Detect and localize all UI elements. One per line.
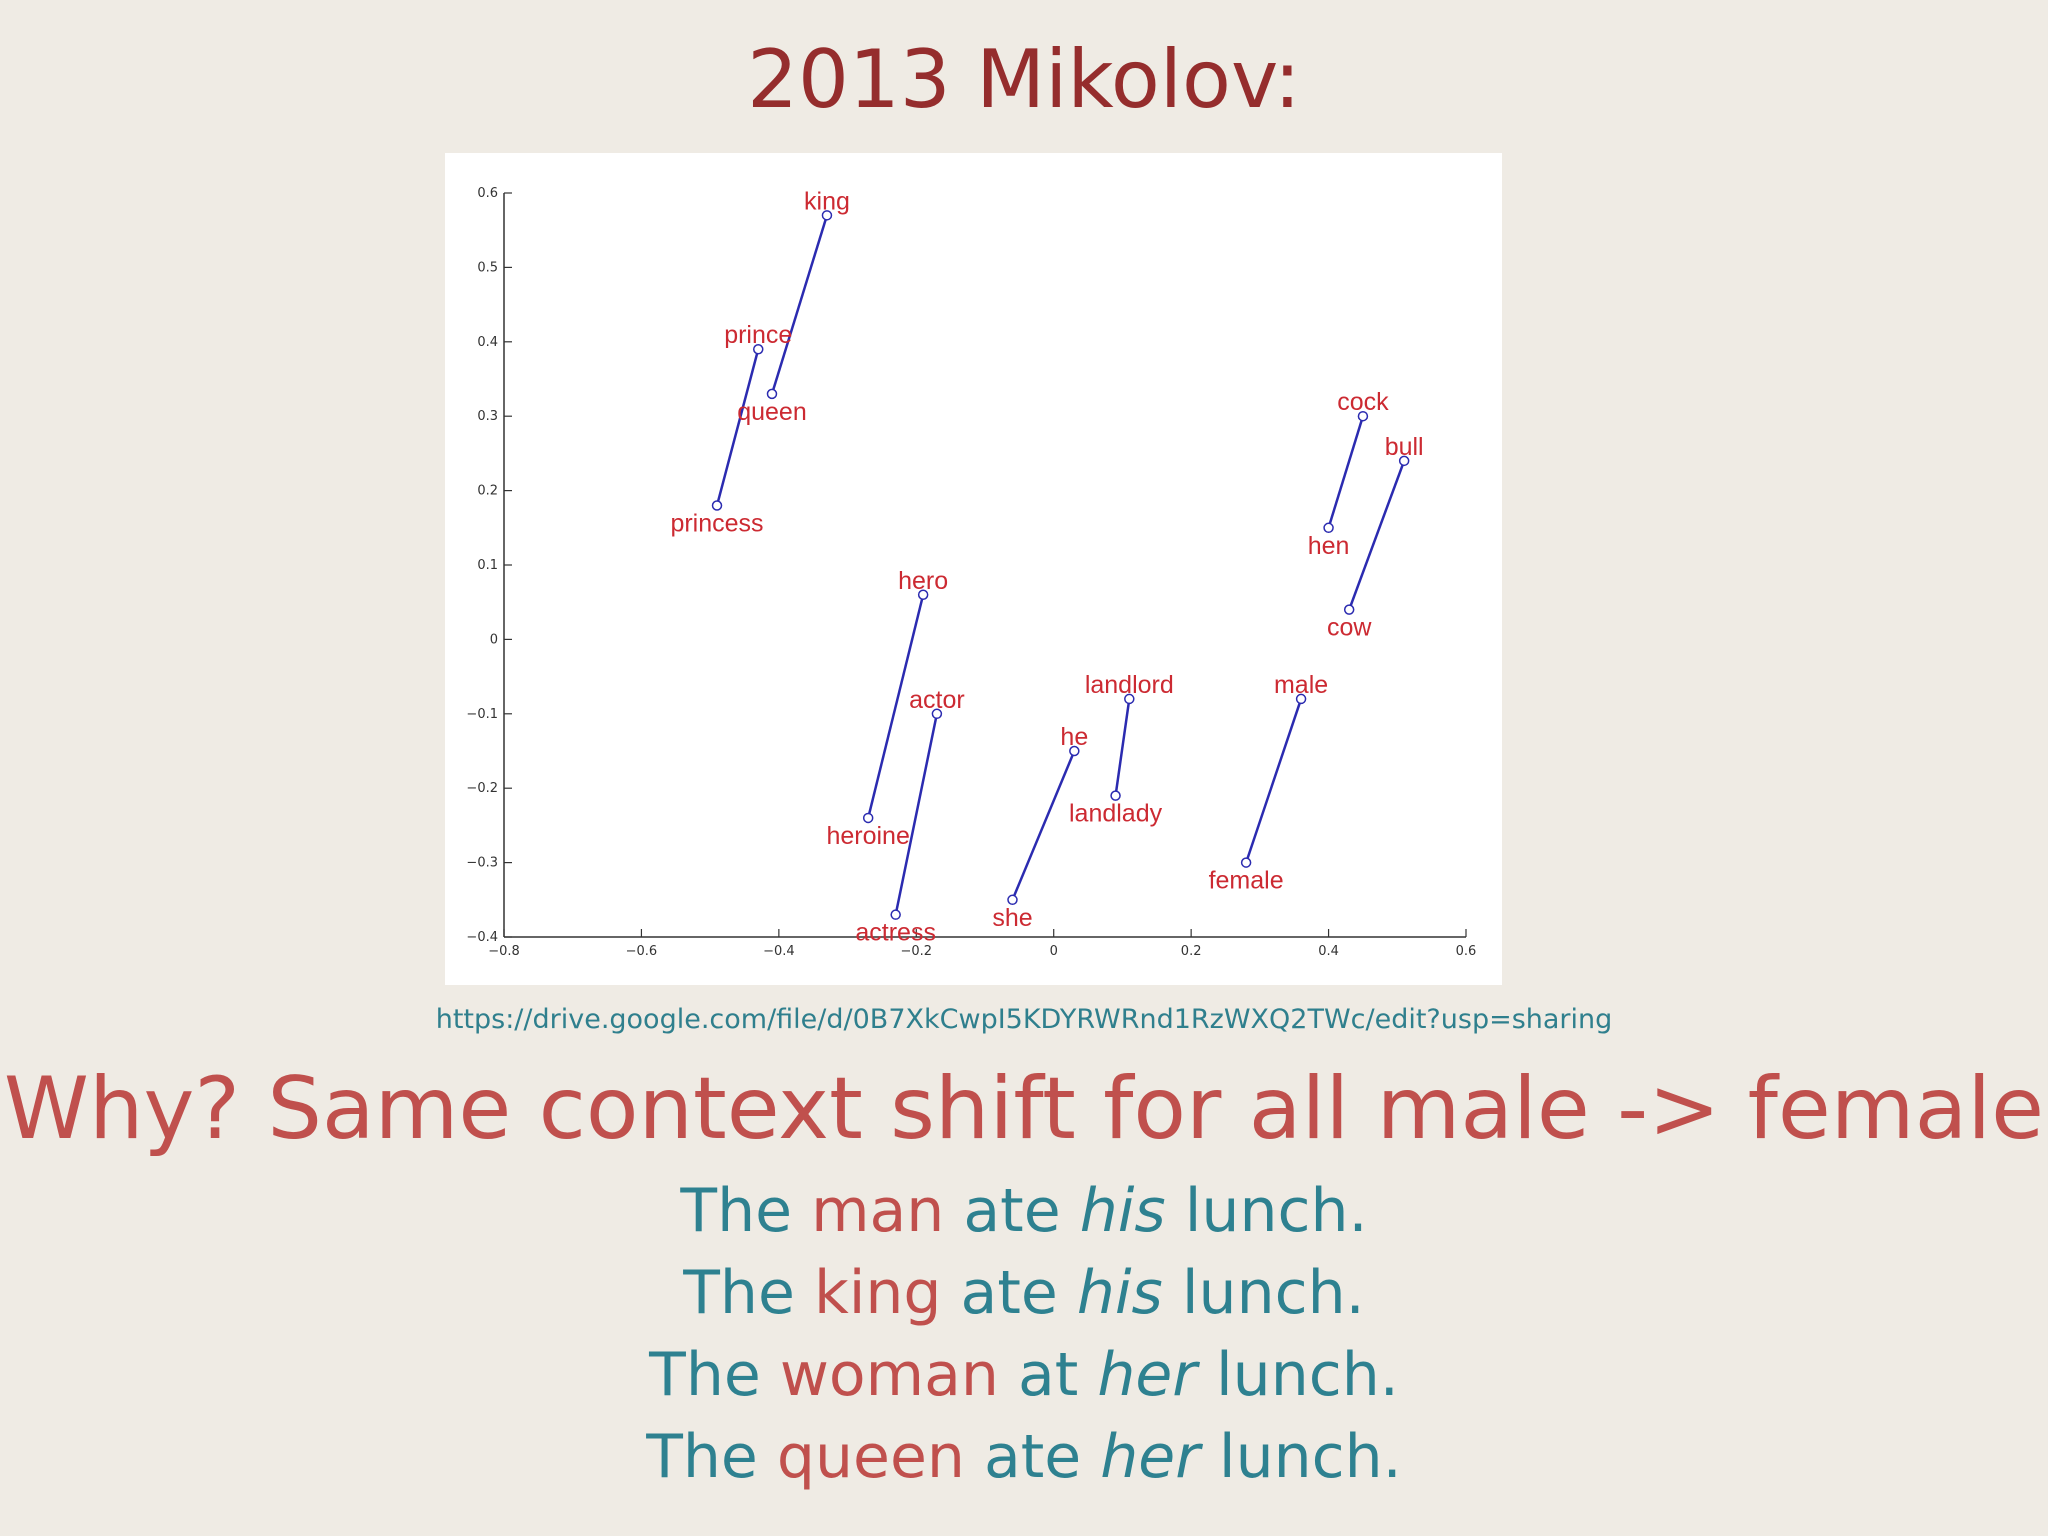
pair-line-bull-cow (1348, 460, 1406, 611)
point-hen (1323, 522, 1334, 534)
word-vector-chart: −0.8 −0.6 −0.4 −0.2 0 0.2 0.4 0.6 −0.4 −0.3 −0.2 −0… (445, 153, 1502, 985)
point-male (1295, 693, 1307, 705)
point-label-actor: actor (909, 686, 965, 714)
point-label-cow: cow (1327, 614, 1372, 642)
y-tick-label: 0.2 (477, 484, 498, 499)
sentence-post: lunch. (1199, 1422, 1402, 1492)
pair-line-he-she (1011, 750, 1076, 901)
y-tick-label: 0.4 (477, 335, 498, 350)
pair-line-prince-princess (715, 348, 760, 506)
point-queen (766, 388, 778, 400)
sentence-mid: ate (941, 1258, 1077, 1328)
pair-line-cock-hen (1327, 415, 1365, 529)
sentence-mid: at (998, 1340, 1098, 1410)
sentence-pre: The (680, 1176, 812, 1246)
point-king (821, 210, 833, 221)
sentence-3: The woman at her lunch. (0, 1334, 2048, 1416)
sentence-pre: The (646, 1422, 777, 1492)
point-bull (1398, 455, 1410, 467)
y-tick-label: 0.3 (477, 409, 498, 424)
x-tick-label: 0.2 (1181, 944, 1202, 959)
sentence-mid: ate (944, 1176, 1080, 1246)
point-hero (917, 589, 929, 601)
x-tick-label: 0 (1050, 944, 1058, 959)
pair-lines (715, 214, 1406, 915)
point-label-landlady: landlady (1069, 800, 1163, 828)
source-link[interactable]: https://drive.google.com/file/d/0B7XkCwp… (435, 1004, 1613, 1035)
point-label-queen: queen (737, 398, 807, 426)
pair-line-landlord-landlady (1114, 698, 1131, 796)
y-tick-label: −0.1 (466, 707, 498, 722)
y-tick-label: 0.6 (477, 186, 498, 201)
sentence-pronoun: her (1097, 1340, 1197, 1410)
point-cock (1357, 410, 1369, 422)
point-heroine (862, 812, 874, 824)
sentence-4: The queen ate her lunch. (0, 1416, 2048, 1498)
x-tick-label: −0.8 (488, 944, 520, 959)
x-tick-label: −0.6 (626, 944, 658, 959)
y-tick-label: 0.1 (477, 558, 498, 573)
sentence-pre: The (649, 1340, 780, 1410)
point-label-she: she (992, 904, 1032, 932)
point-he (1069, 745, 1080, 757)
point-label-king: king (804, 187, 850, 215)
sentence-pre: The (683, 1258, 814, 1328)
sentence-post: lunch. (1162, 1258, 1365, 1328)
pair-line-hero-heroine (866, 594, 925, 819)
point-princess (711, 500, 723, 511)
sentence-noun: queen (776, 1422, 965, 1492)
y-tick-label: −0.3 (466, 856, 498, 871)
point-label-female: female (1209, 867, 1284, 895)
point-landlady (1110, 790, 1121, 801)
sentence-2: The king ate his lunch. (0, 1252, 2048, 1334)
pair-line-king-queen (770, 214, 829, 395)
point-actor (931, 708, 943, 720)
headline: Why? Same context shift for all male -> … (3, 1059, 2045, 1159)
sentence-noun: woman (779, 1340, 999, 1410)
axes: −0.8 −0.6 −0.4 −0.2 0 0.2 0.4 0.6 −0.4 −0.3 −0.2 −0… (466, 186, 1476, 959)
sentence-post: lunch. (1165, 1176, 1368, 1246)
point-actress (890, 909, 901, 920)
slide-title: 2013 Mikolov: (747, 33, 1301, 126)
sentence-pronoun: her (1100, 1422, 1200, 1492)
x-tick-label: 0.6 (1456, 944, 1477, 959)
point-label-landlord: landlord (1085, 671, 1174, 699)
point-she (1007, 894, 1018, 906)
sentence-mid: ate (964, 1422, 1101, 1492)
x-tick-label: −0.2 (900, 944, 932, 959)
sentence-pronoun: his (1076, 1258, 1163, 1328)
point-label-bull: bull (1385, 433, 1424, 461)
example-sentences: The man ate his lunch. The king ate his … (0, 1170, 2048, 1498)
point-label-prince: prince (724, 321, 792, 349)
sentence-noun: king (813, 1258, 942, 1328)
point-label-hero: hero (898, 567, 948, 595)
point-label-actress: actress (855, 919, 936, 947)
y-tick-label: −0.4 (466, 930, 498, 945)
point-label-he: he (1060, 723, 1088, 751)
point-cow (1343, 604, 1355, 615)
point-label-male: male (1274, 671, 1328, 699)
sentence-1: The man ate his lunch. (0, 1170, 2048, 1252)
point-label-princess: princess (670, 509, 763, 537)
point-label-heroine: heroine (826, 822, 909, 850)
sentence-pronoun: his (1079, 1176, 1166, 1246)
x-tick-label: 0.4 (1318, 944, 1339, 959)
point-prince (752, 343, 764, 355)
sentence-noun: man (811, 1176, 945, 1246)
point-label-hen: hen (1308, 532, 1350, 560)
pair-line-actor-actress (894, 713, 939, 915)
word-vector-plot: −0.8 −0.6 −0.4 −0.2 0 0.2 0.4 0.6 −0.4 −0.3 −0.2 −0… (466, 186, 1476, 959)
point-labels: king queen prince princess hero heroine actor a… (670, 187, 1423, 946)
pair-line-male-female (1244, 698, 1303, 863)
y-tick-label: 0.5 (477, 260, 498, 275)
point-landlord (1124, 693, 1135, 705)
x-tick-label: −0.4 (763, 944, 795, 959)
data-points (711, 210, 1410, 920)
point-female (1240, 857, 1252, 868)
sentence-post: lunch. (1196, 1340, 1399, 1410)
y-tick-label: −0.2 (466, 781, 498, 796)
point-label-cock: cock (1337, 388, 1389, 416)
y-tick-label: 0 (490, 632, 498, 647)
